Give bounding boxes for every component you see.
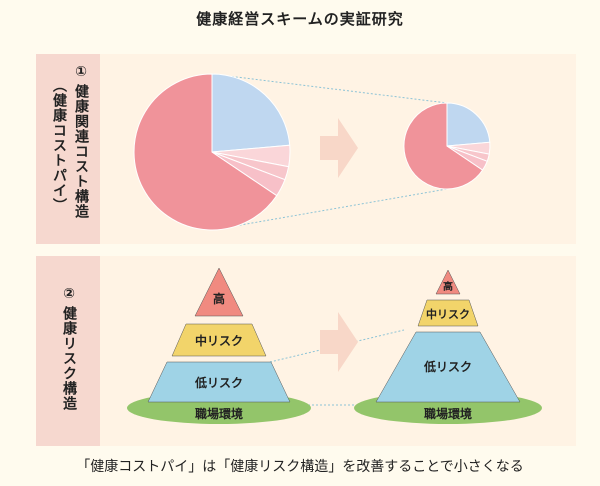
low-risk-tier-after	[375, 331, 521, 403]
section2-number: ②	[61, 286, 77, 303]
mid-risk-tier	[171, 323, 267, 357]
label-high-after: 高	[443, 280, 453, 293]
page-title: 健康経営スキームの実証研究	[196, 10, 404, 28]
section1-number: ①	[73, 64, 89, 81]
label-low-after: 低リスク	[423, 359, 472, 374]
pie-slice-blue	[211, 73, 291, 153]
footer-caption: 「健康コストパイ」は「健康リスク構造」を改善することで小さくなる	[76, 459, 524, 475]
high-risk-tier-after	[435, 269, 461, 295]
pie-slice-main-small	[403, 102, 484, 190]
section1-title: 健康関連コスト構造	[73, 84, 89, 219]
mid-risk-tier-after	[417, 299, 479, 327]
high-risk-tier	[194, 267, 244, 317]
label-mid-after: 中リスク	[426, 307, 470, 321]
label-base-before: 職場環境	[195, 406, 243, 421]
pie-slice-main	[133, 73, 278, 231]
label-high-before: 高	[213, 291, 225, 306]
connector-line-top	[211, 73, 448, 104]
pie-chart-after	[403, 102, 491, 190]
low-risk-tier	[147, 361, 291, 403]
pie-chart-before	[133, 73, 291, 231]
section-label-risk: ② 健康リスク構造	[36, 256, 100, 446]
arrow-icon-bottom	[320, 312, 358, 372]
pie-slice-pink-small-3	[446, 145, 488, 171]
pie-slice-blue-small	[446, 102, 491, 147]
label-mid-before: 中リスク	[195, 333, 243, 348]
arrow-icon-top	[320, 118, 358, 178]
pyramid-after	[354, 269, 542, 424]
section1-subtitle: （健康コストパイ）	[51, 78, 67, 213]
label-low-before: 低リスク	[194, 375, 243, 390]
pyramid-before	[127, 267, 311, 424]
pie-slice-pink-3	[211, 151, 286, 197]
label-base-after: 職場環境	[424, 406, 472, 421]
section-label-cost: ① 健康関連コスト構造 （健康コストパイ）	[36, 54, 100, 244]
section2-title: 健康リスク構造	[61, 306, 77, 411]
